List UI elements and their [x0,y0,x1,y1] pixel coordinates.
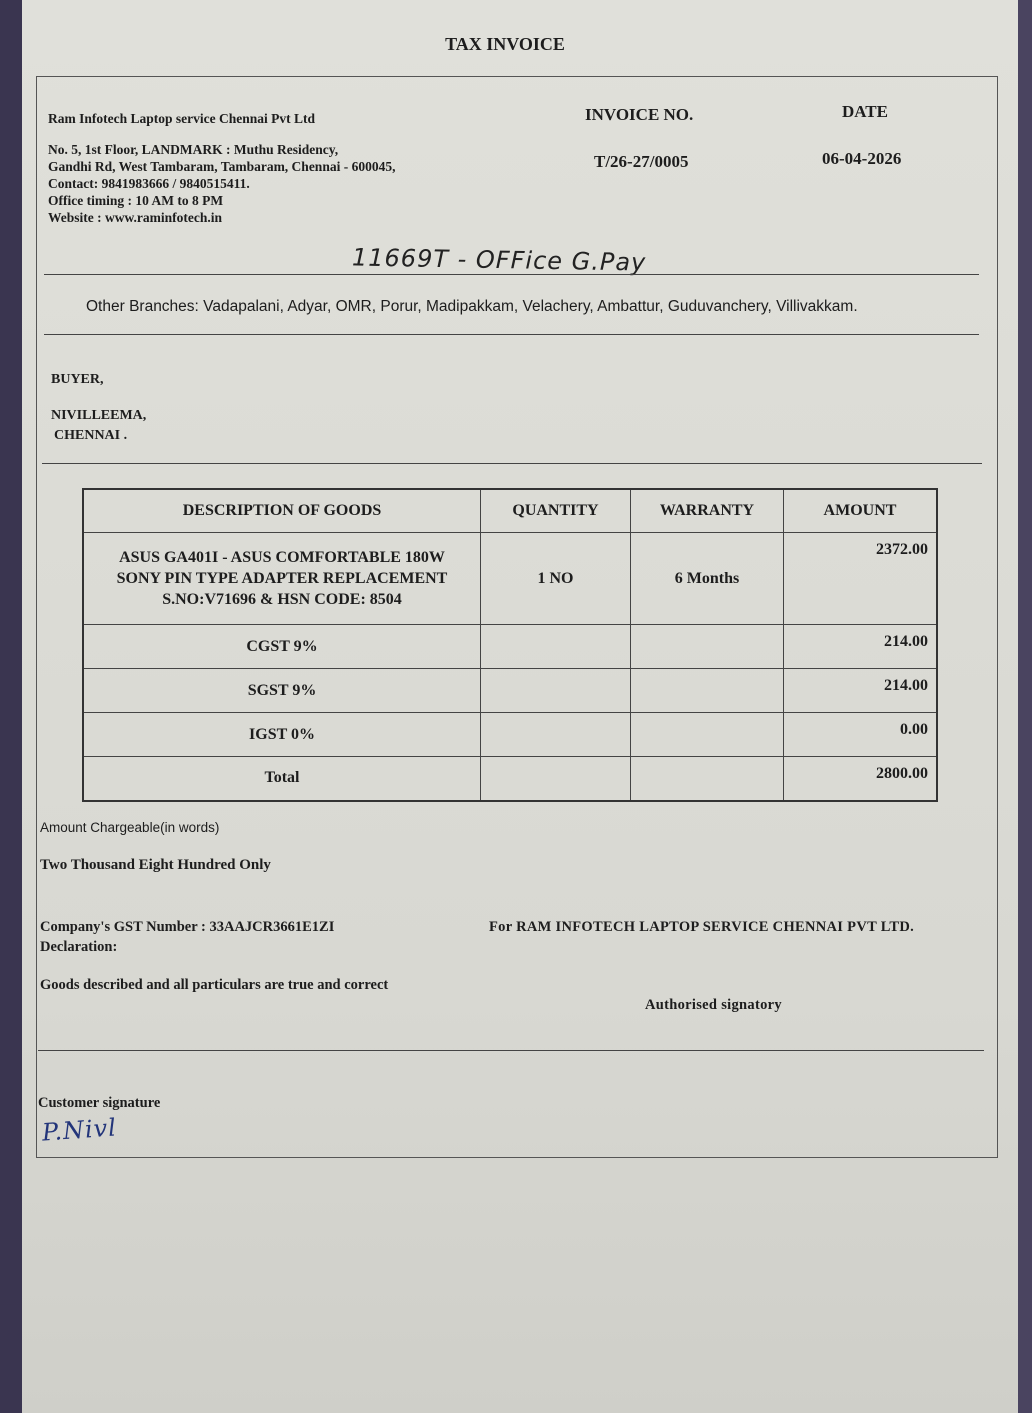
company-website: Website : www.raminfotech.in [48,210,222,225]
company-name: Ram Infotech Laptop service Chennai Pvt … [48,111,315,126]
company-timing: Office timing : 10 AM to 8 PM [48,193,224,208]
row-label: IGST 0% [82,712,481,757]
company-block: Ram Infotech Laptop service Chennai Pvt … [48,110,395,226]
company-address-2: Gandhi Rd, West Tambaram, Tambaram, Chen… [48,159,396,174]
row-amount: 0.00 [783,712,938,757]
authorised-signatory: Authorised signatory [645,997,782,1013]
amount-words-value: Two Thousand Eight Hundred Only [40,857,271,873]
table-row: IGST 0% 0.00 [82,712,938,757]
for-company: For RAM INFOTECH LAPTOP SERVICE CHENNAI … [489,919,915,935]
table-header-row: DESCRIPTION OF GOODS QUANTITY WARRANTY A… [82,488,938,533]
buyer-label: BUYER, [51,372,104,387]
company-contact: Contact: 9841983666 / 9840515411. [48,176,250,191]
date-label: DATE [842,102,888,121]
invoice-frame [36,76,998,1158]
invoice-no-label: INVOICE NO. [585,105,694,124]
item-description: ASUS GA401I - ASUS COMFORTABLE 180W SONY… [82,532,481,625]
header-quantity: QUANTITY [480,488,631,533]
invoice-no-value: T/26-27/0005 [594,152,689,171]
table-row: CGST 9% 214.00 [82,624,938,669]
handwritten-note: 11669T - OFFice G.Pay [351,243,647,277]
amount-words-label: Amount Chargeable(in words) [40,820,220,835]
table-row-total: Total 2800.00 [82,756,938,801]
row-amount: 214.00 [783,668,938,713]
declaration-text: Goods described and all particulars are … [40,977,389,993]
item-amount: 2372.00 [783,532,938,625]
empty-cell [630,756,784,801]
header-warranty: WARRANTY [630,488,784,533]
empty-cell [480,712,631,757]
buyer-block: BUYER, NIVILLEEMA, CHENNAI . [51,370,146,446]
goods-table: DESCRIPTION OF GOODS QUANTITY WARRANTY A… [82,488,938,802]
header-description: DESCRIPTION OF GOODS [82,488,481,533]
item-desc-line: S.NO:V71696 & HSN CODE: 8504 [162,591,402,608]
customer-signature-label: Customer signature [38,1095,161,1111]
row-amount: 2800.00 [783,756,938,801]
item-desc-line: SONY PIN TYPE ADAPTER REPLACEMENT [116,570,448,587]
item-warranty: 6 Months [630,532,784,625]
buyer-name: NIVILLEEMA, [51,408,147,423]
table-row: SGST 9% 214.00 [82,668,938,713]
empty-cell [630,624,784,669]
row-label: Total [82,756,481,801]
item-desc-line: ASUS GA401I - ASUS COMFORTABLE 180W [119,549,445,566]
buyer-city: CHENNAI . [54,428,128,443]
divider [42,463,982,464]
divider [44,274,979,275]
divider [38,1050,984,1051]
date-value: 06-04-2026 [822,149,902,168]
other-branches: Other Branches: Vadapalani, Adyar, OMR, … [86,298,858,315]
row-label: SGST 9% [82,668,481,713]
empty-cell [630,668,784,713]
item-quantity: 1 NO [480,532,631,625]
background-edge-left [0,0,22,1413]
company-address-1: No. 5, 1st Floor, LANDMARK : Muthu Resid… [48,142,339,157]
table-row: ASUS GA401I - ASUS COMFORTABLE 180W SONY… [82,532,938,625]
empty-cell [480,668,631,713]
background-edge-right [1018,0,1032,1413]
row-amount: 214.00 [783,624,938,669]
row-label: CGST 9% [82,624,481,669]
document-title: TAX INVOICE [445,34,565,54]
divider [44,334,979,335]
gst-number: Company's GST Number : 33AAJCR3661E1ZI [40,919,335,935]
customer-signature: P.Nivl [41,1113,118,1147]
empty-cell [480,756,631,801]
header-amount: AMOUNT [783,488,938,533]
empty-cell [630,712,784,757]
empty-cell [480,624,631,669]
declaration-label: Declaration: [40,939,118,955]
